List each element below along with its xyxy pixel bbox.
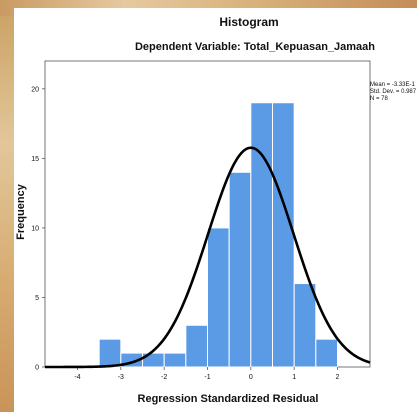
x-tick-label: 0	[249, 374, 253, 381]
y-tick-label: 0	[35, 365, 39, 372]
histogram-bar	[250, 102, 273, 368]
stats-box: Mean = -3.33E-1 Std. Dev. = 0.987 N = 78	[370, 82, 417, 102]
stats-stddev: Std. Dev. = 0.987	[370, 89, 417, 95]
x-tick-label: 2	[336, 374, 340, 381]
x-tick-label: -3	[118, 374, 124, 381]
histogram-bar	[98, 338, 122, 368]
x-tick-label: 1	[292, 374, 296, 381]
histogram-bar	[315, 338, 339, 368]
x-tick-label: -1	[204, 374, 210, 381]
y-tick-label: 10	[31, 225, 39, 232]
histogram-bar	[228, 171, 252, 368]
normal-curve	[45, 146, 371, 369]
x-ticks: -4 -3 -2 -1 0 1 2	[74, 367, 340, 381]
histogram-bar	[163, 352, 187, 368]
bars	[98, 102, 339, 368]
y-ticks: 0 5 10 15 20	[31, 86, 45, 372]
y-tick-label: 20	[31, 86, 39, 93]
y-tick-label: 5	[35, 295, 39, 302]
histogram-bar	[207, 227, 230, 368]
histogram-bar	[293, 283, 317, 368]
x-tick-label: -4	[74, 374, 80, 381]
x-tick-label: -2	[161, 374, 167, 381]
chart-subtitle: Dependent Variable: Total_Kepuasan_Jamaa…	[135, 41, 375, 53]
histogram-bar	[185, 324, 208, 368]
y-tick-label: 15	[31, 156, 39, 163]
stats-n: N = 78	[370, 96, 389, 102]
x-axis-label: Regression Standardized Residual	[138, 393, 319, 405]
background-left	[0, 0, 18, 412]
y-axis-label: Frequency	[15, 183, 27, 240]
stats-mean: Mean = -3.33E-1	[370, 82, 416, 88]
histogram-bar	[272, 102, 295, 368]
chart-title: Histogram	[219, 15, 278, 29]
